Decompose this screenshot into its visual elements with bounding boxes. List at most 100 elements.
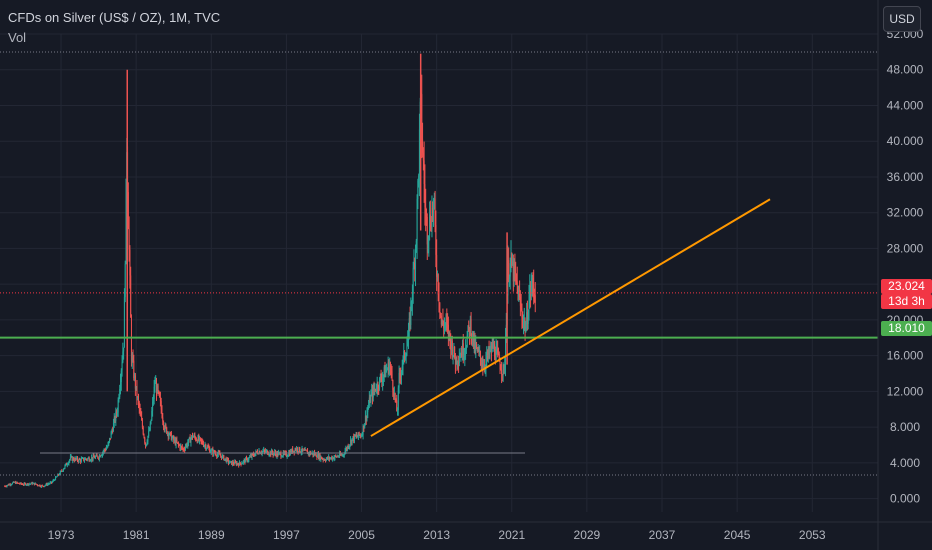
candle-body <box>238 462 240 466</box>
candle-body <box>85 458 87 460</box>
candle-body <box>104 449 106 451</box>
candle-body <box>391 370 393 381</box>
candle-body <box>403 350 405 357</box>
candle-body <box>399 372 401 376</box>
y-tick-label: 12.000 <box>887 384 924 398</box>
candle-body <box>415 249 417 270</box>
candle-body <box>429 214 431 228</box>
candle-body <box>219 453 221 456</box>
candle-body <box>523 319 525 322</box>
candle-body <box>511 254 513 266</box>
candle-body <box>401 366 403 372</box>
candle-body <box>486 352 488 360</box>
candle-body <box>336 456 338 458</box>
candle-body <box>465 347 467 350</box>
candle-body <box>179 445 181 449</box>
candle-body <box>443 324 445 329</box>
candle-body <box>271 450 273 454</box>
candle-body <box>34 483 36 485</box>
candle-body <box>520 305 522 309</box>
candle-body <box>457 362 459 364</box>
candle-body <box>6 485 8 487</box>
candle-body <box>494 356 496 361</box>
candle-body <box>67 463 69 465</box>
candle-body <box>432 207 434 214</box>
candle-body <box>54 479 56 481</box>
candle-body <box>168 434 170 437</box>
candle-body <box>435 224 437 255</box>
candle-body <box>263 450 265 452</box>
volume-indicator-label[interactable]: Vol <box>8 30 27 45</box>
candle-body <box>377 383 379 389</box>
candle-body <box>405 355 407 357</box>
candle-body <box>153 386 155 399</box>
candle-body <box>87 458 89 460</box>
candle-body <box>141 416 143 421</box>
candle-body <box>493 344 495 348</box>
candle-body <box>369 397 371 403</box>
candle-body <box>460 353 462 358</box>
hline-price-tag[interactable]: 18.010 <box>881 321 932 336</box>
candle-body <box>297 451 299 453</box>
candle-body <box>231 462 233 465</box>
candle-body <box>94 457 96 459</box>
candle-body <box>60 470 62 472</box>
candle-body <box>38 484 40 486</box>
candle-body <box>310 453 312 455</box>
candle-body <box>226 458 228 462</box>
candle-body <box>483 366 485 368</box>
candle-body <box>25 483 27 486</box>
candle-body <box>299 447 301 452</box>
candle-body <box>352 436 354 439</box>
candle-body <box>133 360 135 379</box>
candle-body <box>406 346 408 356</box>
candle-body <box>475 344 477 351</box>
candle-body <box>418 175 420 181</box>
candle-body <box>331 457 333 460</box>
candle-body <box>249 455 251 458</box>
candle-body <box>208 447 210 449</box>
candle-body <box>26 484 28 486</box>
candle-body <box>66 463 68 466</box>
currency-button[interactable]: USD <box>883 6 921 32</box>
candle-body <box>172 436 174 438</box>
candle-body <box>84 459 86 461</box>
candle-body <box>190 438 192 443</box>
candle-body <box>28 483 30 485</box>
candle-body <box>372 387 374 398</box>
candle-body <box>171 437 173 441</box>
candle-body <box>17 482 19 484</box>
candle-body <box>453 346 455 356</box>
candle-body <box>429 214 431 236</box>
candle-body <box>348 446 350 448</box>
candle-body <box>443 324 445 329</box>
y-tick-label: 40.000 <box>887 134 924 148</box>
candle-body <box>20 482 22 484</box>
candle-body <box>125 178 127 264</box>
candle-body <box>160 401 162 410</box>
candle-body <box>22 484 24 486</box>
x-tick-label: 2053 <box>799 528 826 542</box>
y-tick-label: 28.000 <box>887 241 924 255</box>
candle-body <box>427 241 429 245</box>
candle-body <box>326 457 328 459</box>
candle-body <box>245 458 247 460</box>
candle-body <box>62 470 64 472</box>
candle-body <box>355 435 357 437</box>
candle-body <box>388 362 390 373</box>
candle-body <box>227 458 229 460</box>
symbol-title[interactable]: CFDs on Silver (US$ / OZ), 1M, TVC <box>8 10 221 25</box>
candle-body <box>446 318 448 323</box>
candle-body <box>281 456 283 458</box>
candle-body <box>236 463 238 465</box>
candle-body <box>88 457 90 461</box>
candle-body <box>398 372 400 388</box>
candle-body <box>21 483 23 485</box>
candle-body <box>281 455 283 457</box>
candle-body <box>404 350 406 359</box>
candle-body <box>501 370 503 374</box>
candle-body <box>209 448 211 453</box>
candle-body <box>505 338 507 366</box>
